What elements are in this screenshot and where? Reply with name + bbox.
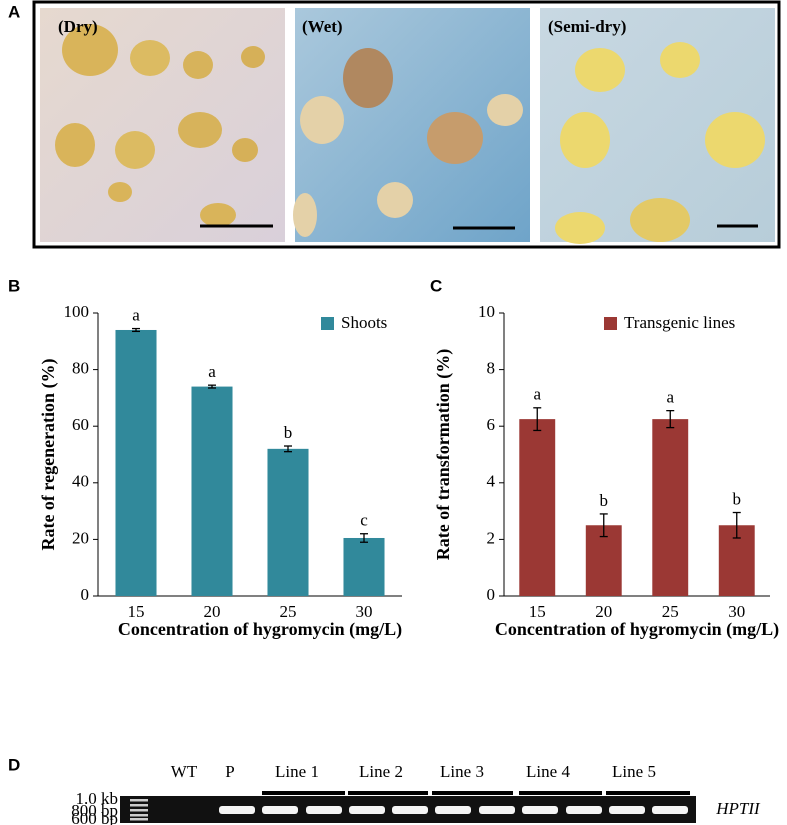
photo-title: (Semi-dry) — [548, 17, 626, 36]
photo — [293, 8, 530, 242]
significance-letter: a — [533, 385, 541, 404]
y-tick-label: 2 — [487, 528, 496, 547]
ladder-band — [130, 814, 148, 817]
error-bar — [666, 409, 675, 429]
y-tick-label: 0 — [487, 585, 496, 604]
legend-label: Shoots — [341, 313, 387, 332]
x-tick-label: 25 — [662, 602, 679, 621]
y-axis-title: Rate of transformation (%) — [433, 349, 454, 560]
photo-title: (Wet) — [302, 17, 343, 36]
gel-band — [479, 806, 515, 814]
ladder-band — [130, 809, 148, 812]
significance-letter: b — [733, 489, 742, 508]
bar — [343, 537, 385, 596]
significance-letter: a — [666, 388, 674, 407]
y-tick-label: 6 — [487, 415, 496, 434]
y-tick-label: 80 — [72, 359, 89, 378]
error-bar — [732, 511, 741, 539]
bar — [652, 419, 689, 596]
error-bar — [533, 407, 542, 432]
gel-band — [349, 806, 385, 814]
gel-band — [435, 806, 471, 814]
lane-label: Line 4 — [526, 762, 570, 781]
lane-label: Line 3 — [440, 762, 484, 781]
panel-label: A — [8, 2, 20, 21]
legend-label: Transgenic lines — [624, 313, 735, 332]
gene-label: HPTII — [715, 799, 761, 818]
y-tick-label: 4 — [487, 472, 496, 491]
panel-label: C — [430, 276, 442, 295]
lane-label: Line 1 — [275, 762, 319, 781]
lane-label: WT — [171, 762, 198, 781]
gel-bands — [130, 799, 688, 821]
ladder-label: 1.0 kb — [76, 789, 119, 808]
panel-label: B — [8, 276, 20, 295]
y-tick-label: 100 — [64, 302, 90, 321]
x-tick-label: 20 — [204, 602, 221, 621]
error-bar — [360, 533, 368, 543]
lane-label: Line 2 — [359, 762, 403, 781]
ladder-label: 600 bp — [71, 809, 118, 825]
ladder-band — [130, 804, 148, 807]
x-axis-title: Concentration of hygromycin (mg/L) — [118, 619, 402, 640]
x-axis-title: Concentration of hygromycin (mg/L) — [495, 619, 779, 640]
significance-letter: b — [600, 491, 609, 510]
x-tick-label: 15 — [128, 602, 145, 621]
significance-letter: a — [132, 305, 140, 324]
gel-band — [392, 806, 428, 814]
gel-band — [262, 806, 298, 814]
gel-band — [652, 806, 688, 814]
panel-label: D — [8, 755, 20, 774]
x-tick-label: 25 — [280, 602, 297, 621]
y-tick-label: 8 — [487, 359, 496, 378]
ladder-band — [130, 799, 148, 802]
bar — [191, 386, 233, 596]
lane-label: P — [225, 762, 234, 781]
gel-band — [609, 806, 645, 814]
x-tick-label: 30 — [728, 602, 745, 621]
y-tick-label: 0 — [81, 585, 90, 604]
lane-label: Line 5 — [612, 762, 656, 781]
gel-band — [566, 806, 602, 814]
significance-letter: a — [208, 362, 216, 381]
error-bar — [132, 327, 140, 333]
y-axis-title: Rate of regeneration (%) — [38, 358, 59, 550]
gel-band — [522, 806, 558, 814]
gel-band — [306, 806, 342, 814]
significance-letter: c — [360, 511, 368, 530]
bar — [267, 448, 309, 596]
ladder-band — [130, 818, 148, 821]
bar — [115, 329, 157, 596]
significance-letter: b — [284, 423, 293, 442]
legend-swatch — [321, 317, 334, 330]
gel-band — [219, 806, 255, 814]
error-bar — [599, 513, 608, 538]
error-bar — [208, 384, 216, 389]
y-tick-label: 60 — [72, 415, 89, 434]
y-tick-label: 20 — [72, 528, 89, 547]
photo — [40, 8, 285, 242]
bar — [519, 419, 556, 596]
x-tick-label: 15 — [529, 602, 546, 621]
x-tick-label: 30 — [356, 602, 373, 621]
photo-frame — [32, 0, 781, 249]
y-tick-label: 10 — [478, 302, 495, 321]
photo-title: (Dry) — [58, 17, 98, 36]
legend-swatch — [604, 317, 617, 330]
y-tick-label: 40 — [72, 472, 89, 491]
error-bar — [284, 445, 292, 453]
x-tick-label: 20 — [595, 602, 612, 621]
ladder-label: 800 bp — [71, 801, 118, 820]
photo — [540, 8, 775, 244]
